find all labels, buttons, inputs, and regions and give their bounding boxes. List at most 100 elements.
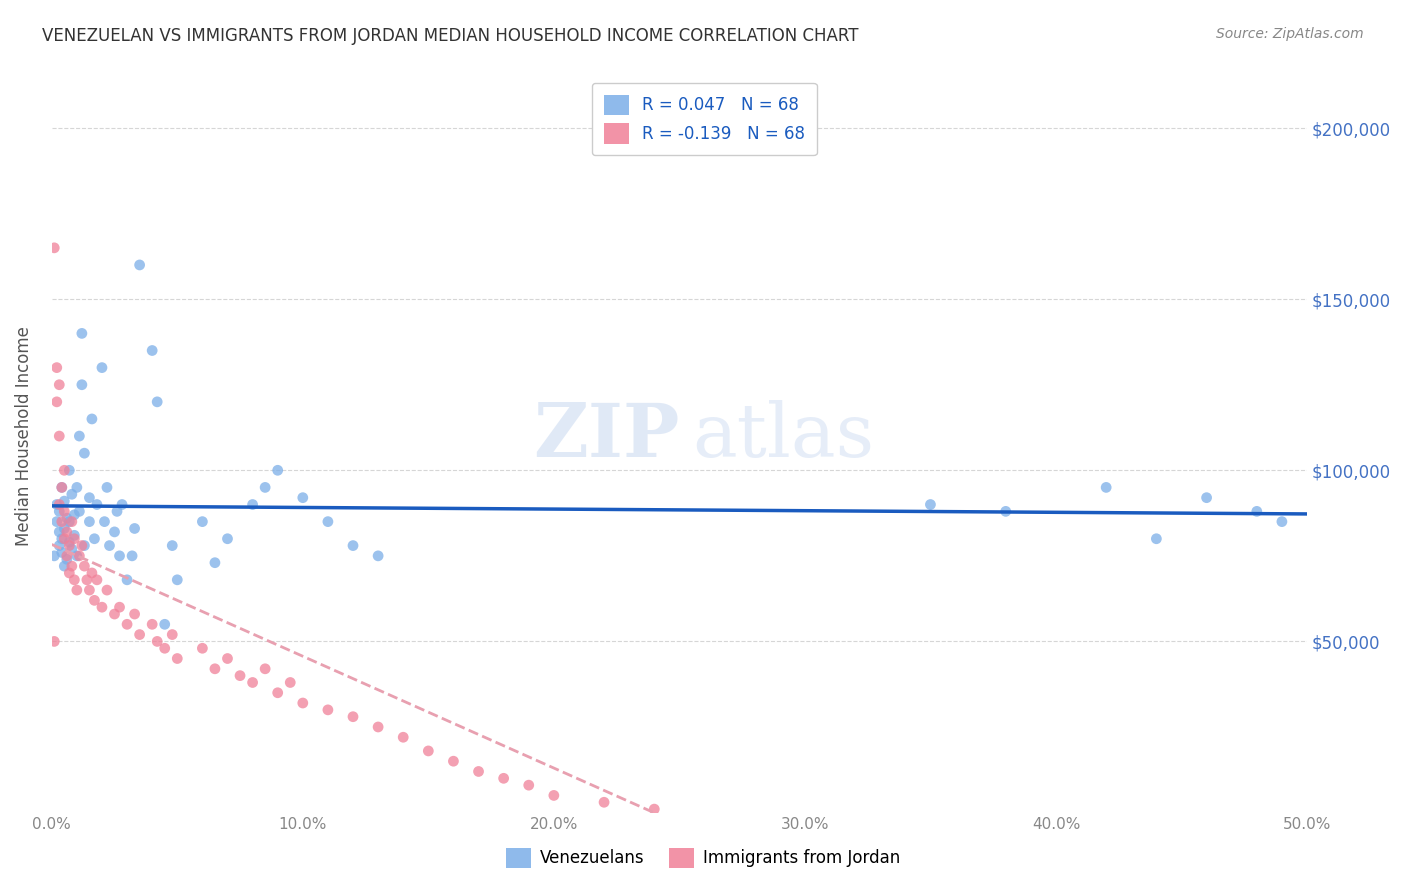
Point <box>166 651 188 665</box>
Point <box>693 813 716 827</box>
Point <box>108 600 131 615</box>
Point <box>63 528 86 542</box>
Point <box>793 833 815 847</box>
Point <box>141 343 163 358</box>
Point <box>56 511 79 525</box>
Point <box>58 566 80 580</box>
Point <box>58 535 80 549</box>
Point <box>1095 480 1118 494</box>
Point <box>229 668 252 682</box>
Point <box>98 539 121 553</box>
Point <box>517 778 540 792</box>
Text: atlas: atlas <box>692 400 875 473</box>
Text: VENEZUELAN VS IMMIGRANTS FROM JORDAN MEDIAN HOUSEHOLD INCOME CORRELATION CHART: VENEZUELAN VS IMMIGRANTS FROM JORDAN MED… <box>42 27 859 45</box>
Point <box>111 498 134 512</box>
Text: ZIP: ZIP <box>533 400 679 473</box>
Point <box>56 552 79 566</box>
Point <box>67 504 90 518</box>
Legend: Venezuelans, Immigrants from Jordan: Venezuelans, Immigrants from Jordan <box>499 841 907 875</box>
Point <box>60 559 83 574</box>
Point <box>153 617 176 632</box>
Point <box>73 539 96 553</box>
Point <box>60 487 83 501</box>
Point <box>73 559 96 574</box>
Point <box>48 524 70 539</box>
Point <box>63 508 86 522</box>
Point <box>79 515 101 529</box>
Point <box>53 463 76 477</box>
Point <box>79 491 101 505</box>
Text: Source: ZipAtlas.com: Source: ZipAtlas.com <box>1216 27 1364 41</box>
Point <box>467 764 489 779</box>
Point <box>204 556 226 570</box>
Point <box>115 573 138 587</box>
Point <box>153 641 176 656</box>
Point <box>48 429 70 443</box>
Point <box>80 412 103 426</box>
Point <box>93 515 115 529</box>
Point <box>44 241 66 255</box>
Point <box>278 675 301 690</box>
Point <box>367 549 389 563</box>
Point <box>1195 491 1218 505</box>
Point <box>70 377 93 392</box>
Point <box>103 524 125 539</box>
Point <box>51 480 73 494</box>
Point <box>70 326 93 341</box>
Point <box>254 480 277 494</box>
Point <box>242 498 264 512</box>
Point <box>492 772 515 786</box>
Point <box>45 394 67 409</box>
Point <box>108 549 131 563</box>
Y-axis label: Median Household Income: Median Household Income <box>15 326 32 546</box>
Point <box>67 429 90 443</box>
Point <box>44 634 66 648</box>
Point <box>844 839 866 854</box>
Point <box>1144 532 1167 546</box>
Point <box>342 539 364 553</box>
Point <box>76 573 98 587</box>
Point <box>45 360 67 375</box>
Point <box>53 494 76 508</box>
Point <box>128 258 150 272</box>
Point <box>418 744 440 758</box>
Point <box>191 515 214 529</box>
Point <box>191 641 214 656</box>
Point <box>86 498 108 512</box>
Point <box>267 686 290 700</box>
Point <box>91 600 114 615</box>
Point <box>593 795 616 809</box>
Point <box>58 515 80 529</box>
Point <box>48 539 70 553</box>
Point <box>267 463 290 477</box>
Point <box>80 566 103 580</box>
Point <box>441 754 464 768</box>
Point <box>53 559 76 574</box>
Point <box>56 524 79 539</box>
Point <box>543 789 565 803</box>
Point <box>1271 515 1294 529</box>
Point <box>51 532 73 546</box>
Point <box>105 504 128 518</box>
Point <box>83 532 105 546</box>
Point <box>128 627 150 641</box>
Point <box>124 521 146 535</box>
Point <box>204 662 226 676</box>
Point <box>103 607 125 621</box>
Point <box>48 504 70 518</box>
Point <box>162 627 184 641</box>
Point <box>44 549 66 563</box>
Point <box>920 498 942 512</box>
Point <box>67 549 90 563</box>
Point <box>124 607 146 621</box>
Point <box>146 634 169 648</box>
Point <box>162 539 184 553</box>
Point <box>91 360 114 375</box>
Point <box>66 480 89 494</box>
Point <box>45 515 67 529</box>
Point <box>96 480 118 494</box>
Point <box>45 498 67 512</box>
Point <box>58 463 80 477</box>
Point <box>217 651 239 665</box>
Point <box>51 480 73 494</box>
